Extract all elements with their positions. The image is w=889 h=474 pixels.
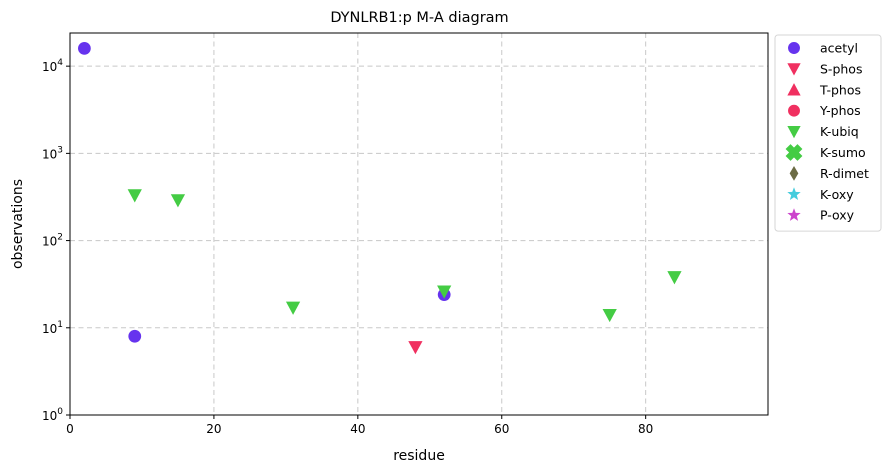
plot-frame (69, 32, 769, 416)
legend-marker-y-phos (788, 104, 800, 117)
legend-label: K-sumo (820, 145, 866, 160)
legend-label: R-dimet (820, 166, 869, 181)
x-tick-label: 40 (350, 422, 365, 436)
legend-label: P-oxy (820, 208, 855, 223)
y-axis-label: observations (10, 179, 26, 269)
data-point-acetyl (128, 329, 142, 343)
legend-marker-k-oxy (787, 187, 801, 200)
axis-ticks: 0 20 40 60 80 100 101 102 103 104 (42, 58, 653, 436)
data-point-acetyl (78, 41, 91, 55)
legend-label: S-phos (820, 61, 862, 76)
legend-marker-r-dimet (789, 166, 799, 181)
data-point-k-ubiq (127, 189, 142, 203)
y-tick-label: 103 (42, 145, 63, 161)
legend: acetyl S-phos T-phos Y-phos K-ubiq K-sumo R-di… (774, 34, 882, 232)
x-tick-label: 20 (206, 422, 221, 436)
data-point-k-ubiq (285, 301, 301, 315)
legend-marker-p-oxy (787, 208, 801, 221)
x-axis-label: residue (393, 448, 445, 464)
data-point-k-ubiq (667, 271, 682, 285)
x-tick-label: 0 (66, 422, 74, 436)
x-tick-label: 60 (494, 422, 509, 436)
y-tick-label: 104 (42, 58, 63, 74)
legend-label: Y-phos (819, 103, 861, 118)
y-tick-label: 100 (42, 407, 63, 423)
legend-box (774, 34, 882, 232)
legend-label: acetyl (820, 41, 858, 56)
y-tick-label: 102 (42, 233, 63, 249)
legend-marker-acetyl (788, 42, 800, 54)
legend-label: K-oxy (820, 187, 854, 202)
legend-marker-s-phos (787, 63, 801, 76)
legend-marker-k-ubiq (787, 125, 801, 139)
chart-title: DYNLRB1:p M-A diagram (330, 10, 508, 26)
data-points (78, 41, 682, 355)
legend-marker-t-phos (787, 83, 801, 96)
grid-lines (70, 33, 768, 415)
legend-label: K-ubiq (820, 124, 859, 139)
data-point-k-ubiq (437, 285, 452, 299)
data-point-s-phos (408, 341, 423, 355)
legend-marker-k-sumo (785, 144, 803, 161)
data-point-k-ubiq (602, 308, 617, 323)
legend-label: T-phos (819, 82, 861, 97)
x-tick-label: 80 (638, 422, 653, 436)
data-point-k-ubiq (170, 194, 186, 208)
y-tick-label: 101 (42, 320, 63, 336)
